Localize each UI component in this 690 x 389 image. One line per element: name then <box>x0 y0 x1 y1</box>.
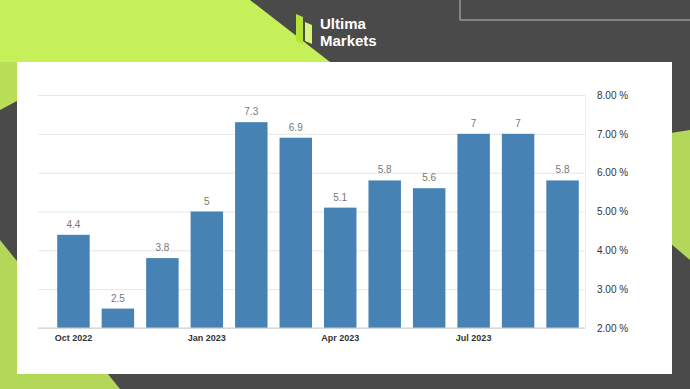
decor-wedge <box>0 0 330 62</box>
y-tick-label: 8.00 % <box>597 90 628 101</box>
y-axis-line <box>585 96 586 329</box>
logo-icon <box>305 22 312 44</box>
x-tick: Apr 2023 <box>321 333 359 343</box>
x-tick: Jan 2023 <box>188 333 226 343</box>
x-tick-label: Jul 2023 <box>456 333 492 343</box>
grid-line <box>38 95 585 96</box>
y-tick: 7.00 % <box>38 129 628 140</box>
decor-line <box>460 0 690 20</box>
bar <box>502 134 534 328</box>
y-tick-label: 6.00 % <box>597 167 628 178</box>
y-tick-label: 5.00 % <box>597 206 628 217</box>
bar <box>368 180 400 328</box>
y-axis: 2.00 % 3.00 % 4.00 % 5.00 % 6.00 % 7.00 % 8.00… <box>38 90 628 334</box>
x-axis: Oct 2022 Jan 2023 Apr 2023 Jul 2023 <box>38 328 585 343</box>
data-label: 7 <box>515 118 521 129</box>
data-label: 3.8 <box>155 242 169 253</box>
logo-icon <box>296 14 303 44</box>
data-label: 2.5 <box>111 293 125 304</box>
data-label: 7 <box>471 118 477 129</box>
bar <box>102 309 134 328</box>
logo: UltimaMarkets <box>296 14 377 49</box>
data-label: 5 <box>204 196 210 207</box>
data-label: 4.4 <box>66 219 80 230</box>
data-label: 5.8 <box>378 164 392 175</box>
bar <box>413 188 445 328</box>
y-tick-label: 4.00 % <box>597 245 628 256</box>
bar <box>457 134 489 328</box>
bar <box>546 180 578 328</box>
data-label: 5.6 <box>422 172 436 183</box>
y-tick-label: 2.00 % <box>597 323 628 334</box>
panel <box>17 62 672 374</box>
bar <box>146 258 178 328</box>
y-tick: 6.00 % <box>38 167 628 178</box>
bars <box>57 122 579 328</box>
bar <box>324 208 356 328</box>
bar <box>191 212 223 329</box>
grid-line <box>38 328 585 329</box>
canvas: UltimaMarkets 2.00 % 3.00 % 4.00 % 5.00 % 6.0… <box>0 0 690 389</box>
x-tick-label: Apr 2023 <box>321 333 359 343</box>
data-label: 5.8 <box>556 164 570 175</box>
y-tick: 8.00 % <box>38 90 628 101</box>
data-label: 6.9 <box>289 122 303 133</box>
y-tick-label: 7.00 % <box>597 129 628 140</box>
data-label: 5.1 <box>333 192 347 203</box>
x-tick-label: Oct 2022 <box>55 333 93 343</box>
x-tick: Jul 2023 <box>456 333 492 343</box>
data-labels: 4.4 2.5 3.8 5 7.3 6.9 5.1 5.8 5.6 7 7 5.8 <box>66 106 569 303</box>
x-tick: Oct 2022 <box>55 333 93 343</box>
data-label: 7.3 <box>244 106 258 117</box>
y-tick-label: 3.00 % <box>597 284 628 295</box>
bar <box>280 138 312 328</box>
x-tick-label: Jan 2023 <box>188 333 226 343</box>
background <box>0 0 690 389</box>
logo-text: Markets <box>320 32 377 49</box>
bar <box>57 235 89 328</box>
x-axis-line <box>38 328 585 329</box>
bar <box>235 122 267 328</box>
logo-text: Ultima <box>320 15 367 32</box>
